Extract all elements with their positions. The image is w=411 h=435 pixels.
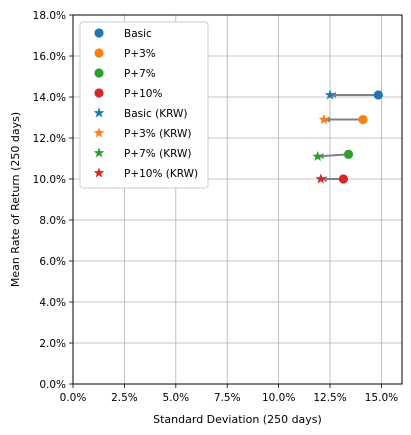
legend-item: Basic (KRW) [93,107,187,120]
legend-item: P+10% [94,88,162,100]
legend-circle-icon [94,48,104,58]
legend-label: Basic [124,28,152,40]
circle-point [358,114,368,125]
x-tick-label: 10.0% [262,392,295,404]
y-tick-label: 10.0% [33,174,66,186]
y-tick-label: 6.0% [39,256,66,268]
legend-circle-icon [94,28,104,38]
y-tick-label: 2.0% [39,338,66,350]
legend-label: P+10% (KRW) [124,168,198,180]
x-tick-label: 0.0% [60,392,87,404]
data-points [312,89,383,184]
legend-star-icon [93,147,105,158]
arrow [317,153,349,160]
y-tick-label: 14.0% [33,92,66,104]
legend-star-icon [93,127,105,138]
legend-item: P+3% (KRW) [93,127,191,140]
legend-label: P+7% [124,68,156,80]
y-tick-label: 12.0% [33,133,66,145]
circle-point [343,149,354,159]
star-point [315,173,327,184]
x-tick-label: 15.0% [365,392,398,404]
star-point [312,150,324,161]
legend-label: P+7% (KRW) [124,148,191,160]
star-point [324,89,336,100]
y-tick-label: 8.0% [39,215,66,227]
y-tick-label: 4.0% [39,297,66,309]
legend-label: P+3% (KRW) [124,128,191,140]
x-tick-label: 2.5% [111,392,138,404]
y-tick-label: 18.0% [33,10,66,22]
legend-item: P+7% [94,68,156,80]
ticks: 0.0% 2.5% 5.0% 7.5% 10.0% 12.5% 15.0% 0.0% 2.0% 4… [33,10,398,404]
star-point [318,113,330,125]
x-axis-label: Standard Deviation (250 days) [153,413,322,426]
legend: Basic P+3% P+7% P+10% Basic (KRW) P+3% (KRW) P… [79,21,209,189]
legend-star-icon [93,107,105,118]
legend-star-icon [93,167,105,178]
legend-item: P+10% (KRW) [93,167,198,180]
arrow [323,116,363,123]
legend-label: P+3% [124,48,156,60]
plot-frame [72,14,403,385]
x-tick-label: 5.0% [162,392,189,404]
y-axis-label: Mean Rate of Return (250 days) [9,112,22,287]
legend-box [79,21,209,189]
y-tick-label: 0.0% [39,379,66,391]
legend-label: Basic (KRW) [124,108,187,120]
legend-label: P+10% [124,88,162,100]
circle-point [373,90,383,100]
y-tick-label: 16.0% [33,51,66,63]
legend-item: P+3% [94,48,156,60]
x-tick-label: 12.5% [313,392,346,404]
arrows [317,91,379,182]
circle-point [338,174,348,184]
legend-item: Basic [94,28,152,40]
legend-circle-icon [94,88,104,98]
legend-item: P+7% (KRW) [93,147,191,160]
x-tick-label: 7.5% [214,392,241,404]
legend-circle-icon [94,68,104,78]
